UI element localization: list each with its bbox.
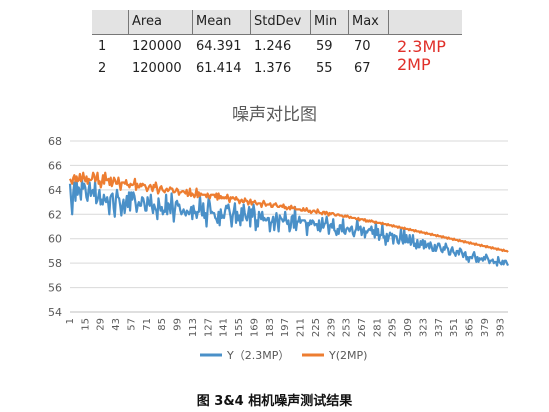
x-tick-label: 323 <box>418 318 429 337</box>
x-tick-label: 183 <box>265 318 276 337</box>
x-tick-label: 85 <box>157 318 168 331</box>
x-tick-label: 197 <box>280 318 291 337</box>
x-tick-label: 295 <box>388 318 399 337</box>
y-tick-label: 64 <box>48 184 62 197</box>
table-row: 1 120000 64.391 1.246 59 70 <box>92 36 392 58</box>
row-area: 120000 <box>132 61 182 76</box>
row-area: 120000 <box>132 39 182 54</box>
x-tick-label: 239 <box>326 318 337 337</box>
note-2mp: 2MP <box>397 55 431 74</box>
x-tick-label: 99 <box>173 318 184 331</box>
header-cell-min: Min <box>310 10 348 34</box>
legend-label: Y(2MP) <box>328 349 367 362</box>
row-mean: 64.391 <box>196 39 242 54</box>
row-max: 67 <box>354 61 371 76</box>
x-tick-label: 365 <box>465 318 476 337</box>
stats-table: Area Mean StdDev Min Max 1 120000 64.391… <box>92 10 462 80</box>
row-id: 2 <box>98 61 107 76</box>
x-tick-label: 351 <box>449 318 460 337</box>
x-tick-label: 253 <box>342 318 353 337</box>
row-id: 1 <box>98 39 107 54</box>
x-tick-label: 281 <box>372 318 383 337</box>
note-2-3mp: 2.3MP <box>397 37 446 56</box>
y-tick-label: 62 <box>48 208 62 221</box>
x-tick-label: 211 <box>296 318 307 337</box>
x-tick-label: 141 <box>219 318 230 337</box>
row-min: 55 <box>316 61 333 76</box>
x-tick-label: 379 <box>480 318 491 337</box>
figure-caption: 图 3&4 相机噪声测试结果 <box>196 394 353 409</box>
x-tick-label: 337 <box>434 318 445 337</box>
x-tick-label: 393 <box>495 318 506 337</box>
row-mean: 61.414 <box>196 61 242 76</box>
x-tick-label: 57 <box>126 318 137 331</box>
x-tick-label: 29 <box>96 318 107 331</box>
x-tick-label: 71 <box>142 318 153 331</box>
x-tick-label: 267 <box>357 318 368 337</box>
x-tick-label: 309 <box>403 318 414 337</box>
y-tick-label: 60 <box>48 233 62 246</box>
y-tick-label: 54 <box>48 306 62 319</box>
y-tick-label: 56 <box>48 282 62 295</box>
header-cell-mean: Mean <box>192 10 250 34</box>
x-tick-label: 225 <box>311 318 322 337</box>
header-cell-stddev: StdDev <box>250 10 310 34</box>
header-cell-note <box>388 10 462 34</box>
y-tick-label: 58 <box>48 257 62 270</box>
x-tick-label: 113 <box>188 318 199 337</box>
x-tick-label: 169 <box>249 318 260 337</box>
x-tick-label: 155 <box>234 318 245 337</box>
row-min: 59 <box>316 39 333 54</box>
x-tick-label: 1 <box>65 318 76 324</box>
x-tick-label: 15 <box>80 318 91 331</box>
legend-label: Y（2.3MP） <box>226 349 289 362</box>
x-tick-label: 127 <box>203 318 214 337</box>
y-tick-label: 66 <box>48 159 62 172</box>
header-cell-area: Area <box>128 10 192 34</box>
series-line-2mp <box>68 171 509 253</box>
stats-table-header: Area Mean StdDev Min Max <box>92 10 462 35</box>
x-tick-label: 43 <box>111 318 122 331</box>
row-stddev: 1.376 <box>254 61 292 76</box>
y-tick-label: 68 <box>48 135 62 148</box>
series-line-2-3mp <box>68 177 510 267</box>
row-stddev: 1.246 <box>254 39 292 54</box>
row-max: 70 <box>354 39 371 54</box>
chart-title: 噪声对比图 <box>232 105 317 125</box>
header-cell-max: Max <box>348 10 388 34</box>
table-row: 2 120000 61.414 1.376 55 67 <box>92 58 392 80</box>
